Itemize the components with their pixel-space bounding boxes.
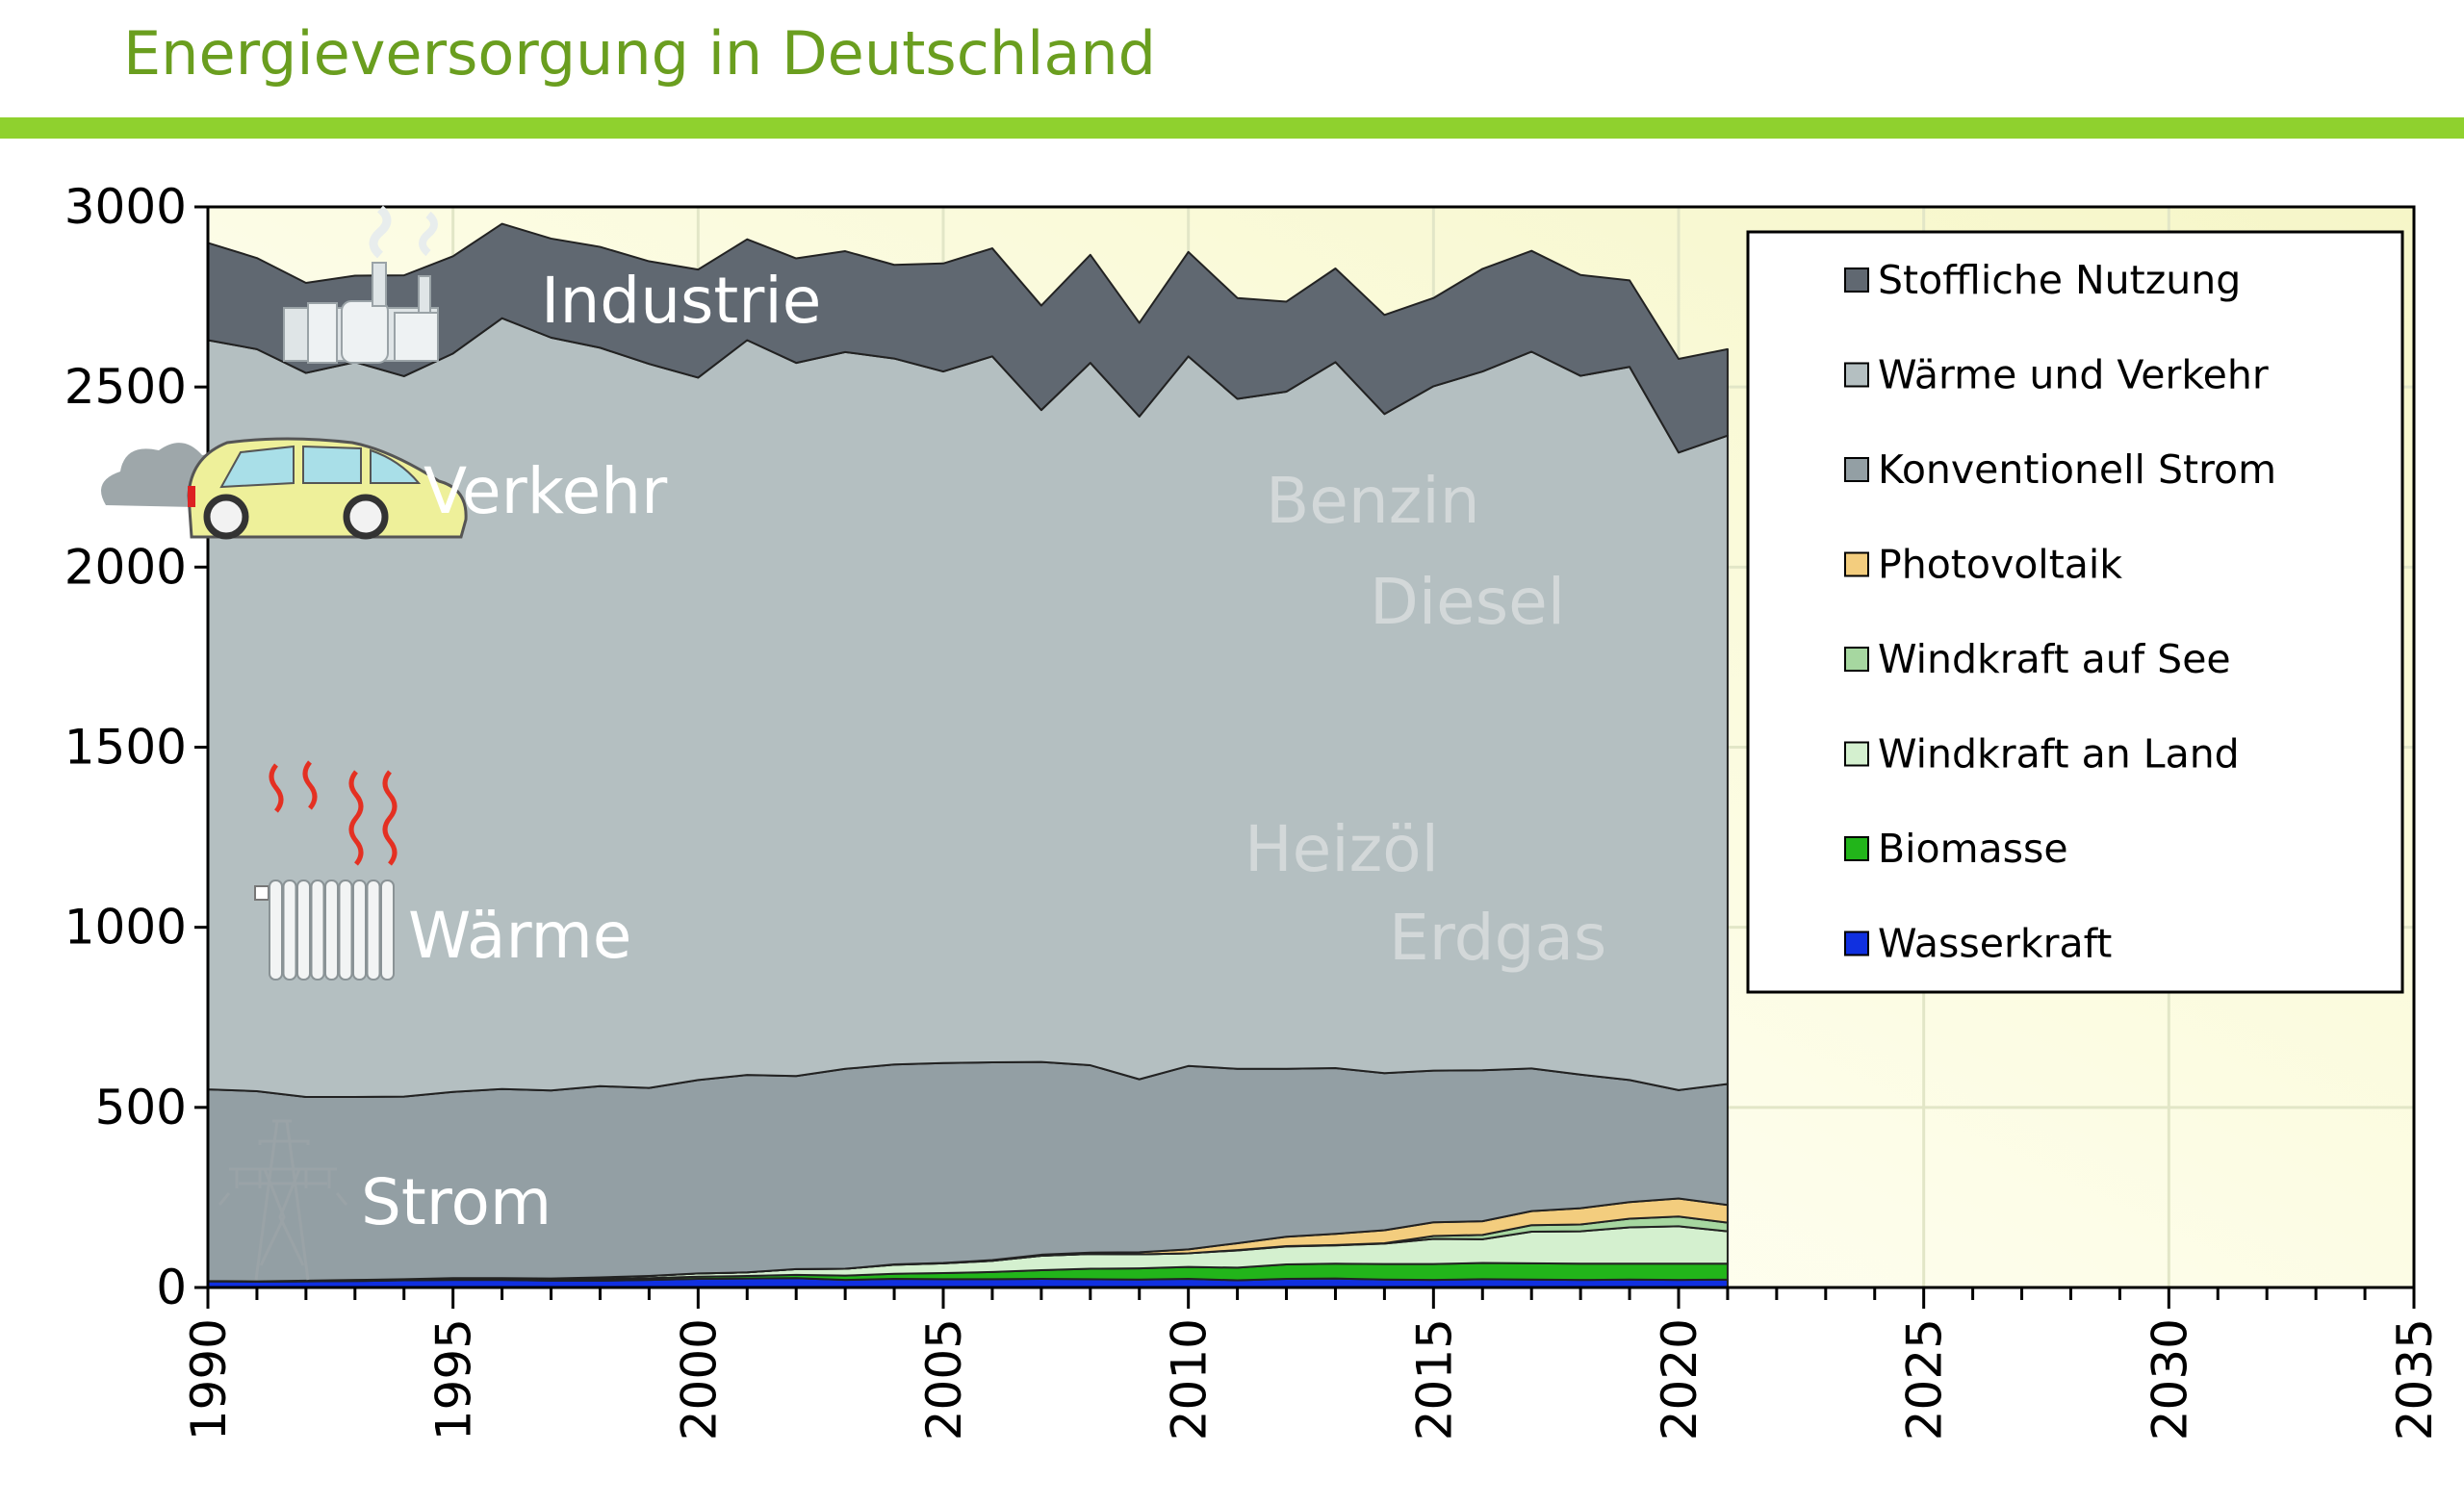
area-stoffliche-nutzung bbox=[207, 222, 1729, 454]
x-tick-label: 2025 bbox=[1897, 1318, 1953, 1440]
x-tick-label: 2020 bbox=[1652, 1318, 1707, 1440]
x-tick-label: 2030 bbox=[2142, 1318, 2197, 1440]
x-tick-label: 2010 bbox=[1162, 1318, 1218, 1440]
title-divider bbox=[0, 117, 2464, 139]
stacked-areas bbox=[207, 222, 1729, 1288]
annotation-erdgas: Erdgas bbox=[1389, 901, 1606, 975]
legend-swatch bbox=[1844, 268, 1869, 293]
legend-label: Wasserkraft bbox=[1878, 921, 2112, 967]
legend-label: Stoffliche Nutzung bbox=[1878, 257, 2241, 303]
annotation-benzin: Benzin bbox=[1266, 464, 1480, 538]
annotation-industrie: Industrie bbox=[541, 264, 821, 338]
legend-swatch bbox=[1844, 457, 1869, 482]
legend-label: Konventionell Strom bbox=[1878, 446, 2276, 493]
power-pylon-icon bbox=[218, 1119, 348, 1281]
x-tick-label: 1995 bbox=[426, 1318, 482, 1440]
annotation-waerme: Wärme bbox=[408, 899, 631, 973]
radiator-icon bbox=[254, 879, 395, 981]
y-tick-label: 3000 bbox=[64, 179, 187, 235]
x-tick-label: 2035 bbox=[2387, 1318, 2443, 1440]
y-tick-label: 1000 bbox=[64, 900, 187, 956]
area-waerme-und-verkehr bbox=[207, 317, 1729, 1098]
legend-label: Windkraft an Land bbox=[1878, 731, 2240, 777]
x-tick-label: 1990 bbox=[181, 1318, 237, 1440]
legend-label: Wärme und Verkehr bbox=[1878, 352, 2269, 398]
annotation-diesel: Diesel bbox=[1370, 565, 1565, 639]
legend-swatch bbox=[1844, 741, 1869, 767]
annotation-verkehr: Verkehr bbox=[424, 454, 668, 528]
legend: Stoffliche Nutzung Wärme und Verkehr Konve… bbox=[1746, 230, 2404, 994]
car-icon bbox=[101, 437, 468, 540]
annotation-heizoel: Heizöl bbox=[1245, 812, 1439, 886]
legend-label: Biomasse bbox=[1878, 826, 2068, 872]
legend-label: Photovoltaik bbox=[1878, 542, 2122, 588]
legend-swatch bbox=[1844, 836, 1869, 861]
annotation-strom: Strom bbox=[361, 1165, 552, 1239]
x-tick-label: 2000 bbox=[671, 1318, 727, 1440]
x-tick-label: 2005 bbox=[916, 1318, 972, 1440]
y-tick-label: 500 bbox=[95, 1080, 187, 1135]
x-tick-label: 2015 bbox=[1406, 1318, 1462, 1440]
page-title: Energieversorgung in Deutschland bbox=[123, 18, 1156, 89]
axis-ticks: 0 500 1000 1500 2000 2500 3000 1990 1995 2000 2005… bbox=[64, 179, 2443, 1440]
factory-icon bbox=[283, 205, 439, 364]
legend-label: Windkraft auf See bbox=[1878, 636, 2231, 682]
y-tick-label: 2000 bbox=[64, 539, 187, 595]
y-tick-label: 0 bbox=[156, 1260, 187, 1315]
legend-swatch bbox=[1844, 551, 1869, 577]
y-tick-label: 2500 bbox=[64, 359, 187, 415]
heat-waves-icon bbox=[269, 760, 398, 866]
legend-swatch bbox=[1844, 362, 1869, 388]
y-tick-label: 1500 bbox=[64, 720, 187, 776]
legend-box bbox=[1746, 230, 2404, 994]
legend-swatch bbox=[1844, 647, 1869, 672]
legend-swatch bbox=[1844, 930, 1869, 956]
